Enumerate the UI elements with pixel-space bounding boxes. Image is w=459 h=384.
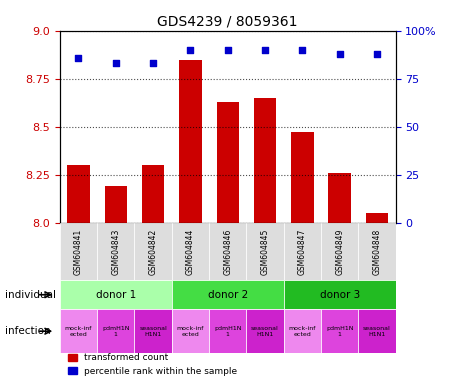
Point	[224, 47, 231, 53]
Text: individual: individual	[5, 290, 56, 300]
Bar	[253, 98, 275, 223]
Bar	[134, 309, 171, 353]
Point	[112, 60, 119, 66]
Point	[261, 47, 268, 53]
Text: GSM604849: GSM604849	[335, 228, 343, 275]
Bar	[320, 309, 358, 353]
Bar	[67, 165, 90, 223]
Text: mock-inf
ected: mock-inf ected	[288, 326, 315, 337]
Text: pdmH1N
1: pdmH1N 1	[213, 326, 241, 337]
Bar	[208, 309, 246, 353]
Bar	[60, 309, 97, 353]
Text: mock-inf
ected: mock-inf ected	[176, 326, 204, 337]
Text: GSM604847: GSM604847	[297, 228, 306, 275]
Bar	[328, 173, 350, 223]
Title: GDS4239 / 8059361: GDS4239 / 8059361	[157, 14, 297, 28]
Text: donor 2: donor 2	[207, 290, 247, 300]
Bar	[283, 280, 395, 309]
Point	[75, 55, 82, 61]
Text: seasonal
H1N1: seasonal H1N1	[139, 326, 167, 337]
Bar	[97, 309, 134, 353]
Text: donor 3: donor 3	[319, 290, 359, 300]
Text: GSM604848: GSM604848	[372, 228, 381, 275]
Bar	[208, 223, 246, 280]
Point	[298, 47, 305, 53]
Bar	[246, 309, 283, 353]
Text: seasonal
H1N1: seasonal H1N1	[362, 326, 390, 337]
Bar	[134, 223, 171, 280]
Bar	[283, 309, 320, 353]
Bar	[216, 102, 238, 223]
Text: donor 1: donor 1	[95, 290, 135, 300]
Point	[372, 51, 380, 57]
Bar	[179, 60, 201, 223]
Bar	[97, 223, 134, 280]
Bar	[283, 223, 320, 280]
Bar	[104, 186, 127, 223]
Bar	[365, 213, 387, 223]
Text: seasonal
H1N1: seasonal H1N1	[251, 326, 278, 337]
Bar	[358, 223, 395, 280]
Text: GSM604846: GSM604846	[223, 228, 232, 275]
Text: GSM604844: GSM604844	[185, 228, 195, 275]
Text: mock-inf
ected: mock-inf ected	[65, 326, 92, 337]
Text: GSM604845: GSM604845	[260, 228, 269, 275]
Bar	[60, 280, 171, 309]
Bar	[320, 223, 358, 280]
Bar	[171, 309, 208, 353]
Point	[335, 51, 342, 57]
Text: pdmH1N
1: pdmH1N 1	[325, 326, 353, 337]
Bar	[141, 165, 164, 223]
Text: GSM604841: GSM604841	[74, 228, 83, 275]
Bar	[246, 223, 283, 280]
Point	[149, 60, 157, 66]
Text: GSM604842: GSM604842	[148, 228, 157, 275]
Text: infection: infection	[5, 326, 50, 336]
Bar	[171, 223, 208, 280]
Bar	[60, 223, 97, 280]
Legend: transformed count, percentile rank within the sample: transformed count, percentile rank withi…	[64, 350, 241, 379]
Bar	[358, 309, 395, 353]
Bar	[291, 132, 313, 223]
Point	[186, 47, 194, 53]
Text: GSM604843: GSM604843	[111, 228, 120, 275]
Bar	[171, 280, 283, 309]
Text: pdmH1N
1: pdmH1N 1	[102, 326, 129, 337]
